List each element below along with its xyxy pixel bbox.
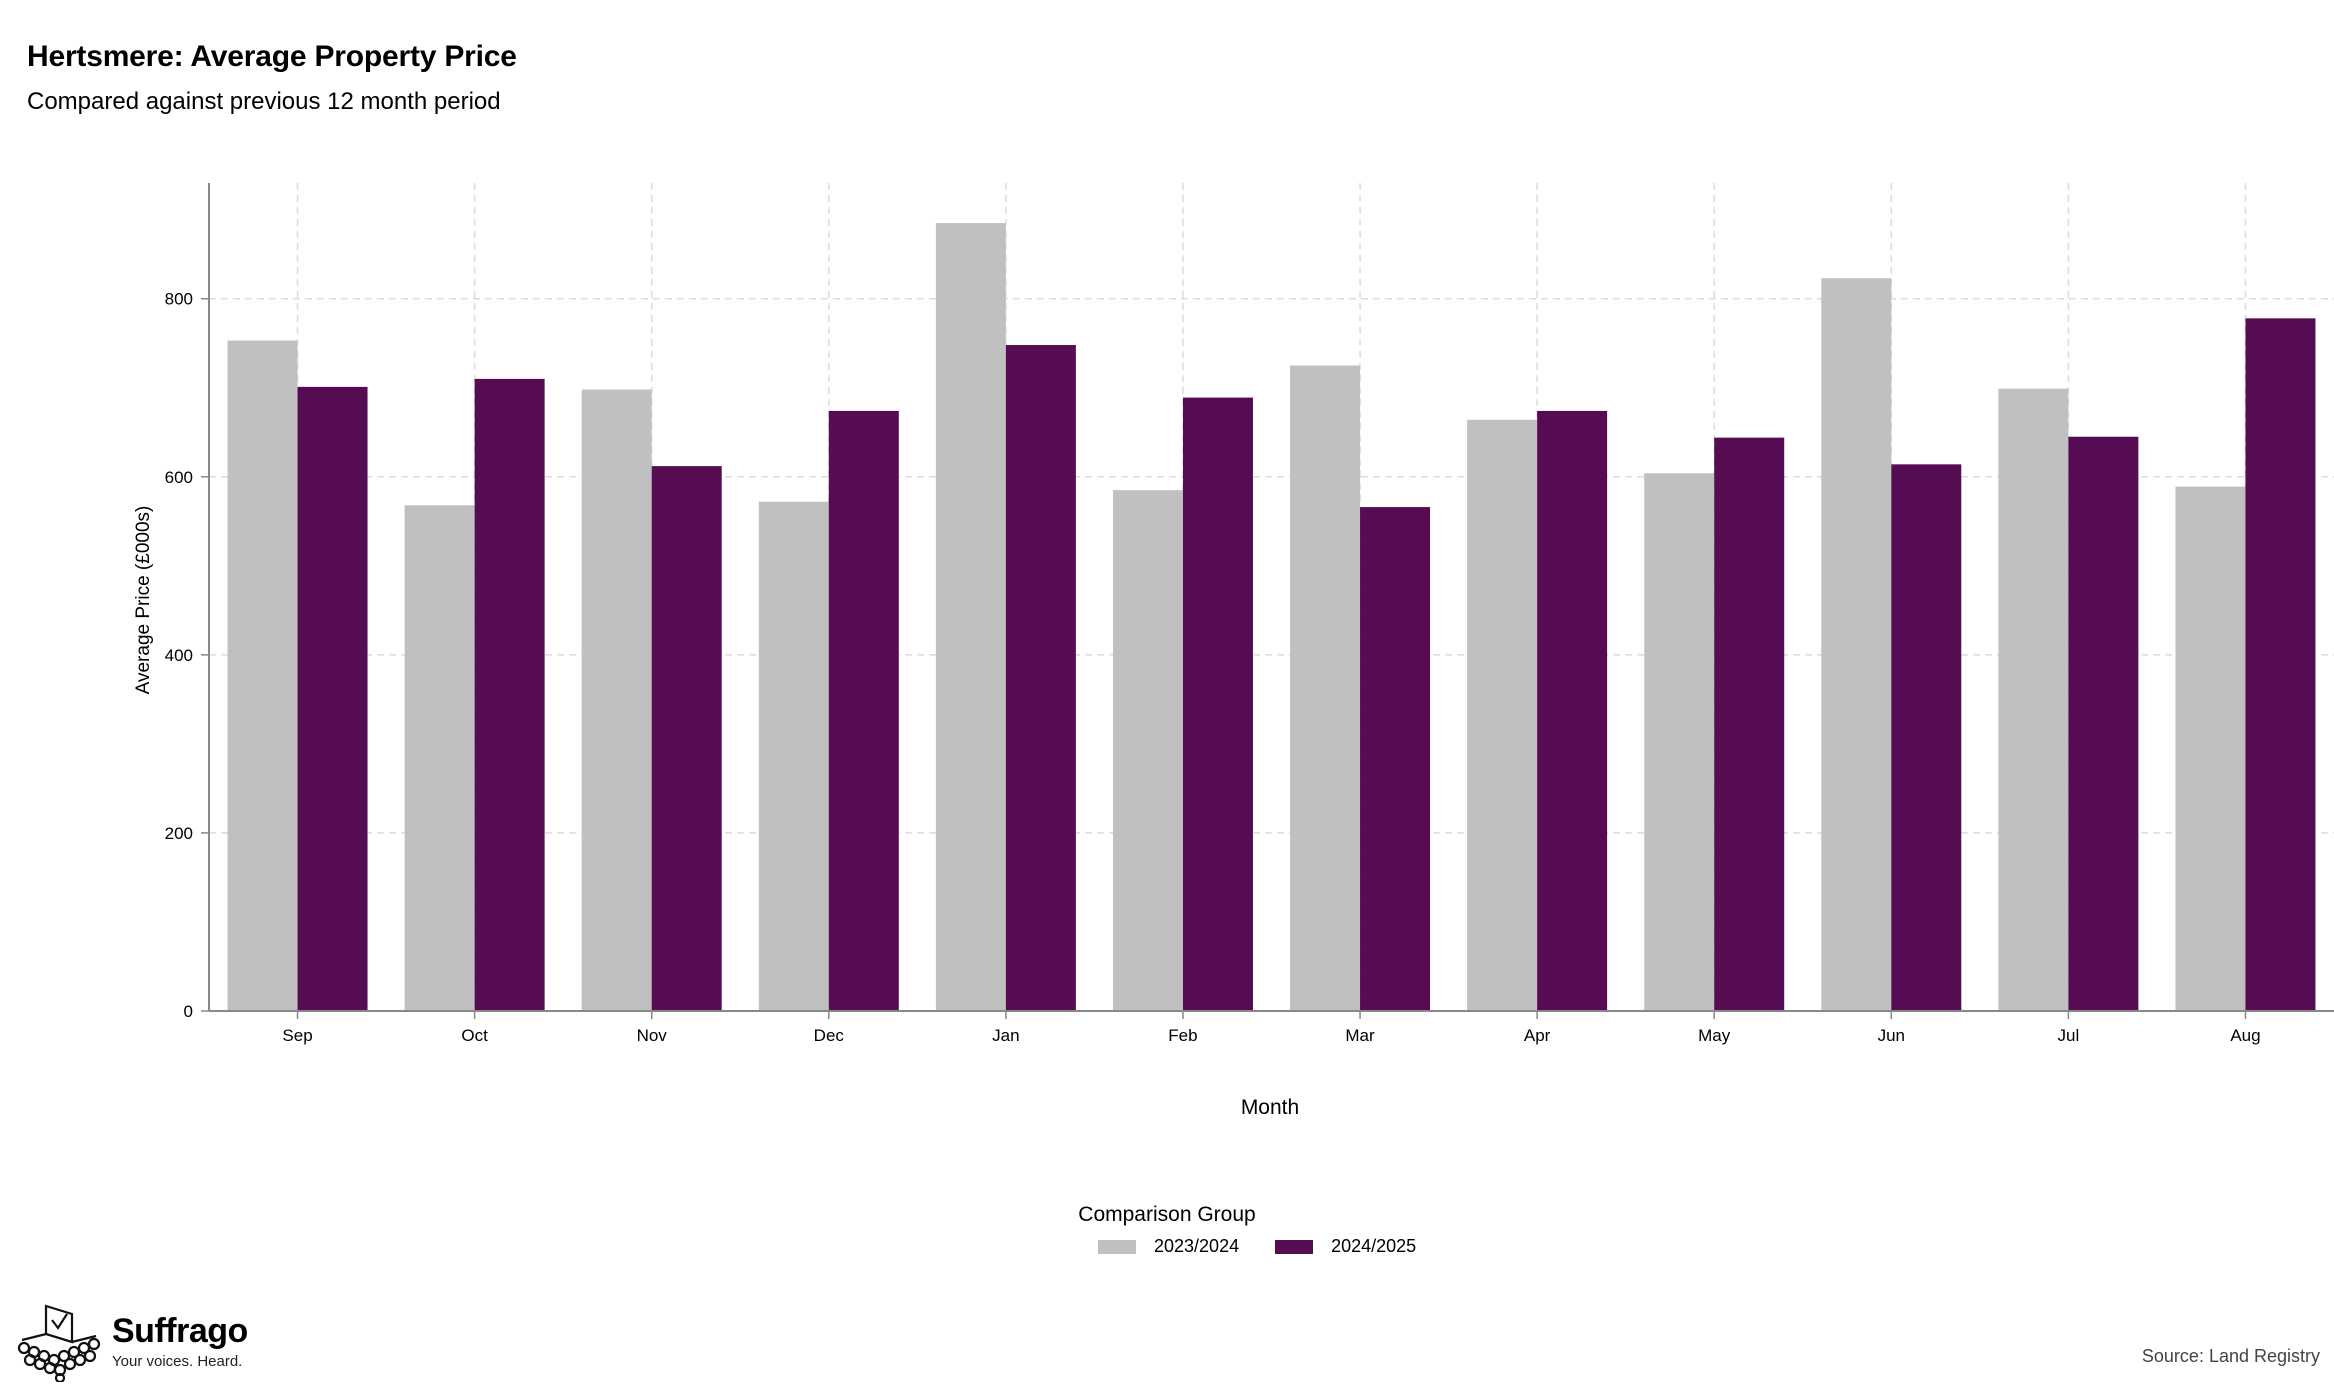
y-axis-label: Average Price (£000s) [133, 506, 154, 695]
bar-2024-2025-may [1714, 437, 1785, 1011]
bar-2024-2025-feb [1182, 397, 1253, 1011]
bar-2024-2025-apr [1537, 410, 1608, 1011]
x-tick-label: Jul [2058, 1026, 2080, 1045]
y-tick-label: 0 [184, 1002, 193, 1021]
bars [227, 223, 2316, 1012]
bar-2023-2024-sep [227, 340, 298, 1011]
bar-2023-2024-jul [1998, 388, 2069, 1011]
bar-2024-2025-jan [1005, 345, 1076, 1011]
brand-name: Suffrago [112, 1311, 248, 1350]
bar-2023-2024-jun [1821, 278, 1892, 1011]
bar-2023-2024-jan [935, 223, 1006, 1011]
bar-2023-2024-aug [2175, 486, 2246, 1012]
x-tick-label: Jun [1878, 1026, 1905, 1045]
x-tick-label: Aug [2230, 1026, 2260, 1045]
bar-2024-2025-aug [2245, 318, 2316, 1011]
bar-2023-2024-may [1644, 473, 1715, 1012]
legend-swatch [1275, 1239, 1314, 1254]
chart-subtitle: Compared against previous 12 month perio… [27, 88, 501, 115]
bar-2024-2025-sep [297, 386, 368, 1011]
x-tick-label: Jan [992, 1026, 1019, 1045]
bar-chart: 0 200 400 600 800 Sep Oct Nov Dec Jan Feb Mar Apr May… [133, 183, 2334, 1119]
x-tick-label: Nov [637, 1026, 668, 1045]
ballot-box-icon [17, 1304, 101, 1382]
bar-2024-2025-jul [2068, 436, 2139, 1011]
bar-2024-2025-nov [651, 466, 722, 1012]
suffrago-logo: Suffrago Your voices. Heard. [14, 1300, 248, 1382]
y-tick-label: 200 [165, 824, 193, 843]
bar-2023-2024-dec [758, 501, 829, 1011]
source-note: Source: Land Registry [2141, 1346, 2320, 1366]
x-tick-label: Mar [1345, 1026, 1375, 1045]
bar-2023-2024-feb [1112, 490, 1183, 1012]
y-tick-label: 800 [165, 290, 193, 309]
y-tick-label: 400 [165, 646, 193, 665]
legend-title: Comparison Group [1078, 1203, 1256, 1226]
x-tick-label: Sep [282, 1026, 312, 1045]
legend-label: 2023/2024 [1154, 1236, 1240, 1256]
bar-2023-2024-apr [1467, 419, 1538, 1011]
x-axis-label: Month [1241, 1096, 1299, 1119]
brand-tagline: Your voices. Heard. [112, 1352, 243, 1370]
bar-2024-2025-jun [1891, 464, 1962, 1012]
bar-2024-2025-oct [474, 378, 545, 1011]
x-tick-label: Oct [461, 1026, 488, 1045]
x-tick-label: Apr [1524, 1026, 1551, 1045]
x-tick-label: May [1698, 1026, 1731, 1045]
bar-2023-2024-mar [1290, 365, 1361, 1012]
y-tick-label: 600 [165, 468, 193, 487]
bar-2023-2024-oct [404, 505, 475, 1011]
legend-label: 2024/2025 [1331, 1236, 1417, 1256]
legend-swatch [1098, 1239, 1136, 1254]
chart-title: Hertsmere: Average Property Price [27, 40, 517, 73]
bar-2024-2025-mar [1360, 507, 1431, 1011]
axes [201, 183, 2334, 1019]
bar-2024-2025-dec [828, 410, 899, 1011]
legend-item-2024-2025: 2024/2025 [1275, 1236, 1416, 1257]
x-tick-label: Feb [1168, 1026, 1197, 1045]
bar-2023-2024-nov [581, 389, 652, 1012]
x-tick-label: Dec [814, 1026, 845, 1045]
legend: 2023/2024 2024/2025 [1098, 1236, 1452, 1257]
legend-item-2023-2024: 2023/2024 [1098, 1236, 1239, 1257]
tick-labels: 0 200 400 600 800 Sep Oct Nov Dec Jan Feb Mar Apr May… [165, 290, 2261, 1045]
